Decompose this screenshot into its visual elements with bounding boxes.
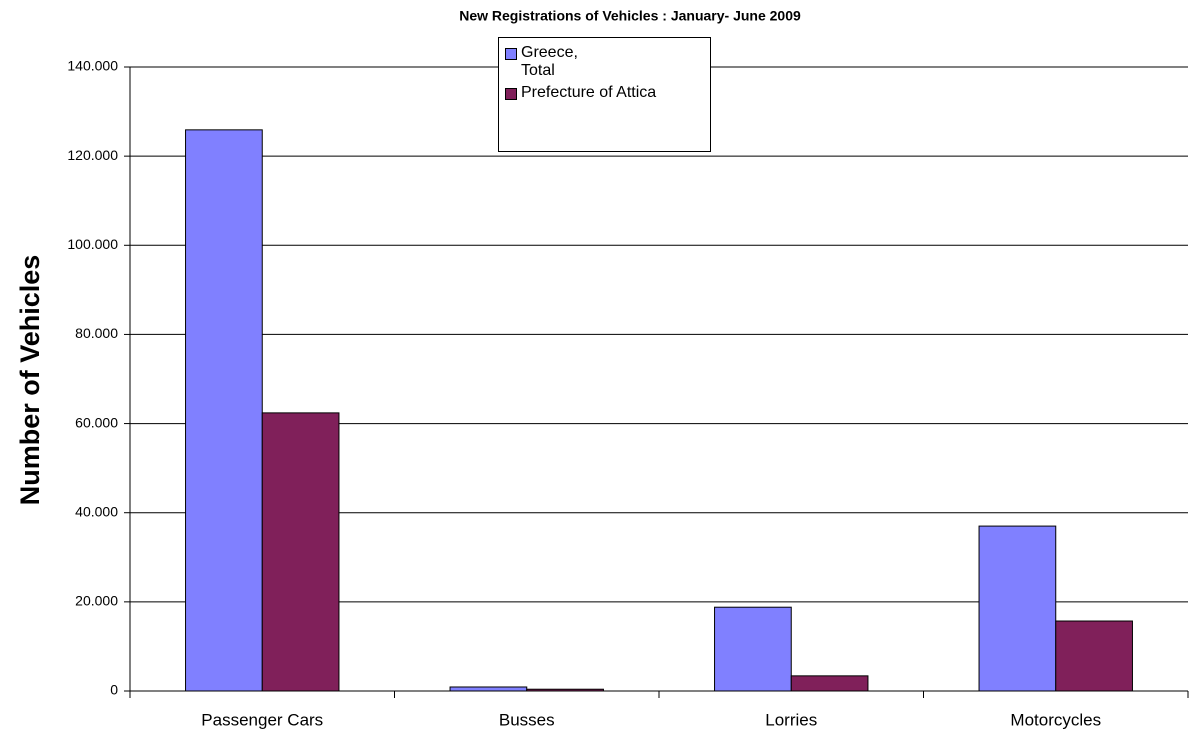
y-tick-label: 120.000 — [67, 147, 118, 163]
bar — [978, 525, 1057, 692]
legend-swatch — [505, 48, 517, 60]
x-tick-label: Busses — [499, 710, 555, 729]
bar — [714, 606, 792, 692]
y-tick-label: 80.000 — [75, 325, 118, 341]
legend-item: Prefecture of Attica — [505, 84, 704, 102]
y-tick-label: 100.000 — [67, 236, 118, 252]
legend-item: Greece, Total — [505, 44, 704, 80]
y-tick-label: 140.000 — [67, 58, 118, 74]
legend-label: Greece, Total — [521, 44, 578, 79]
legend-swatch — [505, 88, 517, 100]
x-tick-label: Passenger Cars — [201, 710, 323, 729]
y-tick-label: 60.000 — [75, 414, 118, 430]
bar — [1055, 620, 1133, 692]
bar — [261, 412, 340, 692]
legend: Greece, Total Prefecture of Attica — [498, 37, 711, 152]
x-tick-label: Motorcycles — [1010, 710, 1101, 729]
x-tick-label: Lorries — [765, 710, 817, 729]
legend-label: Prefecture of Attica — [521, 84, 657, 101]
bar — [790, 675, 869, 692]
y-tick-label: 20.000 — [75, 593, 118, 609]
y-tick-label: 0 — [110, 682, 118, 698]
y-axis-title: Number of Vehicles — [15, 255, 45, 506]
chart-title: New Registrations of Vehicles : January-… — [459, 8, 801, 24]
bar — [449, 686, 528, 692]
bar — [185, 129, 263, 692]
y-tick-label: 40.000 — [75, 503, 118, 519]
